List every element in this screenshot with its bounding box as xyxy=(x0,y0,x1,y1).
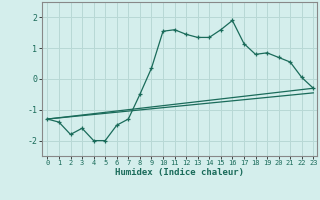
X-axis label: Humidex (Indice chaleur): Humidex (Indice chaleur) xyxy=(115,168,244,177)
